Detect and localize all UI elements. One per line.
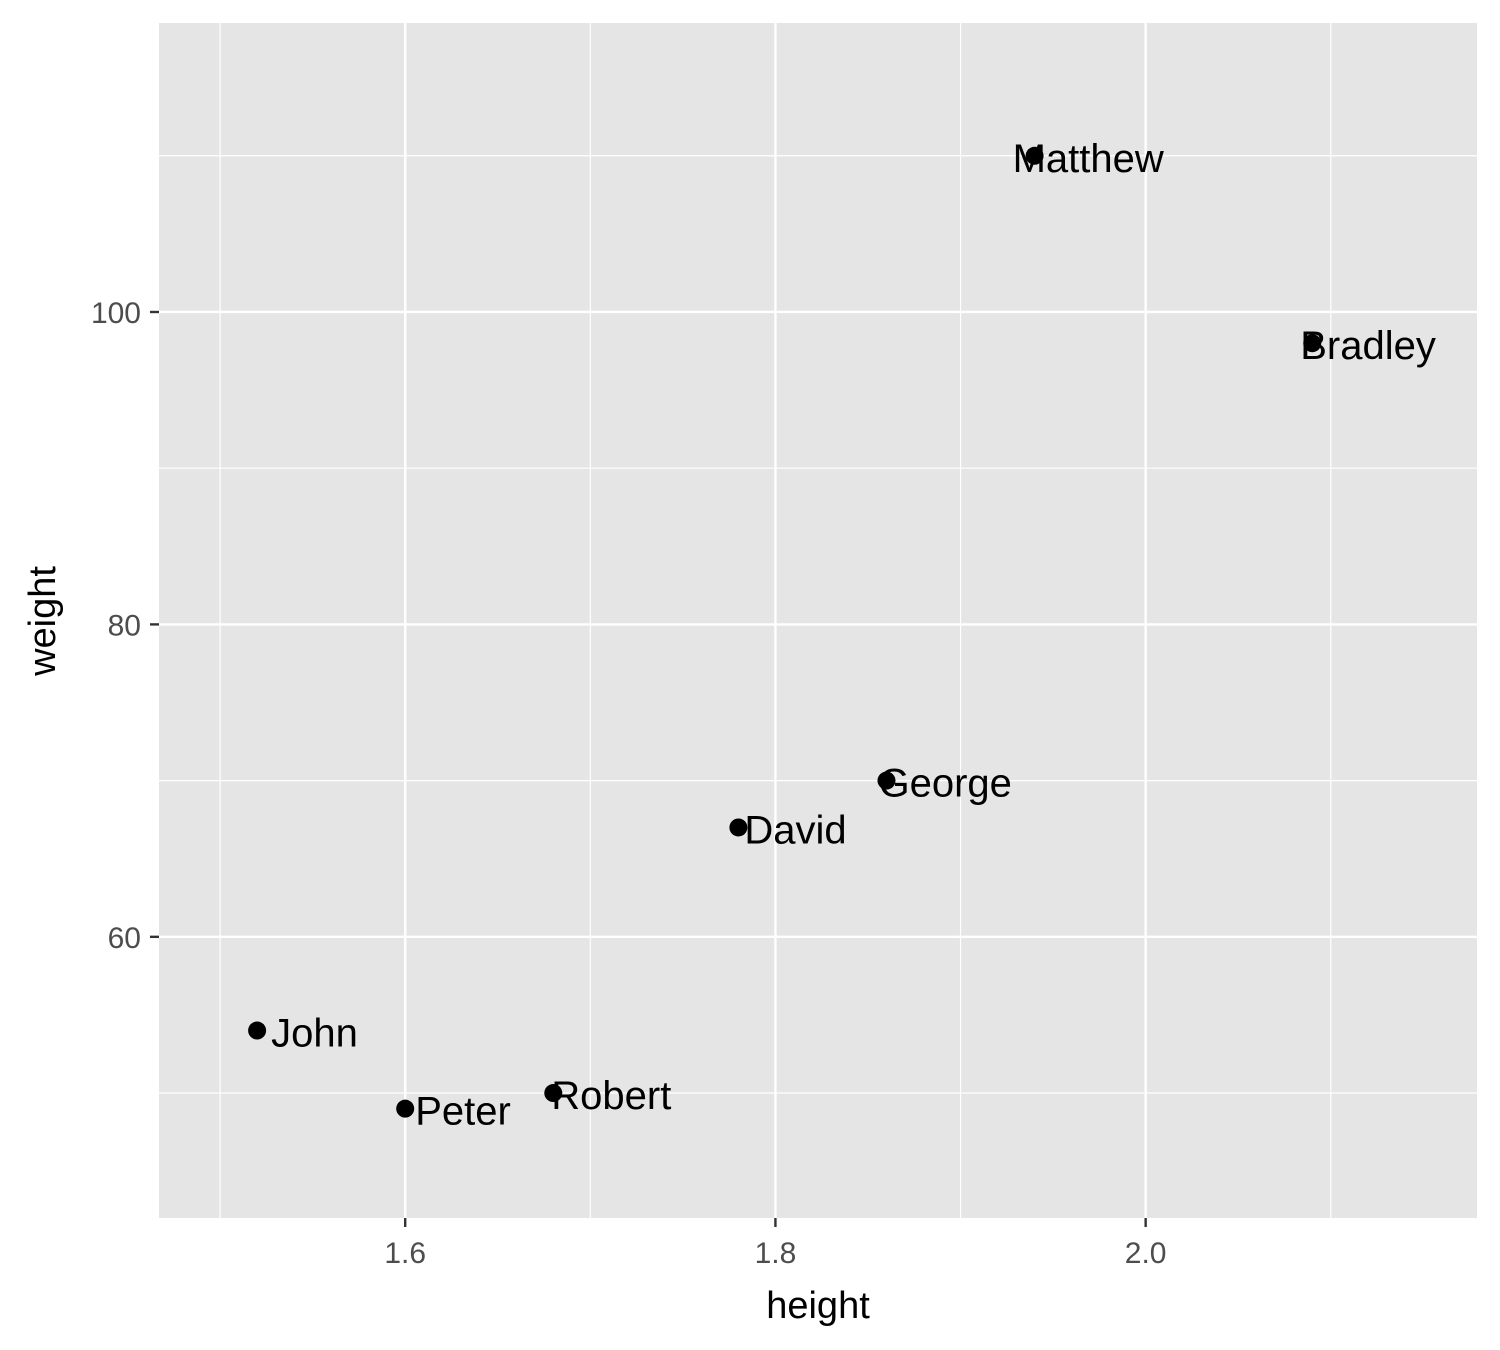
data-point bbox=[729, 818, 748, 837]
y-tick-label: 100 bbox=[91, 297, 141, 330]
x-tick-label: 1.6 bbox=[384, 1237, 426, 1270]
minor-grid bbox=[159, 23, 1477, 1218]
data-point bbox=[248, 1021, 267, 1040]
major-grid bbox=[159, 23, 1477, 1218]
x-axis: 1.6 1.8 2.0 bbox=[384, 1218, 1167, 1270]
data-point bbox=[1303, 334, 1322, 353]
data-point-label: John bbox=[271, 1012, 358, 1056]
data-point bbox=[877, 771, 896, 790]
data-point bbox=[1025, 146, 1044, 165]
data-point-label: Peter bbox=[415, 1090, 511, 1134]
data-point bbox=[544, 1084, 563, 1103]
data-point-label: Matthew bbox=[1013, 137, 1164, 181]
y-axis: 60 80 100 bbox=[91, 297, 159, 955]
y-tick-label: 60 bbox=[108, 922, 141, 955]
y-axis-title: weight bbox=[22, 566, 64, 677]
data-points bbox=[248, 146, 1322, 1118]
data-point-label: Bradley bbox=[1300, 324, 1436, 368]
x-axis-title: height bbox=[766, 1285, 870, 1327]
data-point-label: Robert bbox=[551, 1074, 671, 1118]
data-point-label: David bbox=[744, 808, 846, 852]
x-tick-label: 2.0 bbox=[1125, 1237, 1167, 1270]
plot-panel bbox=[159, 23, 1477, 1218]
data-point-label: George bbox=[878, 762, 1011, 806]
y-tick-label: 80 bbox=[108, 609, 141, 642]
data-point bbox=[396, 1099, 415, 1118]
point-labels: John Peter Robert David George Matthew Bradley bbox=[271, 137, 1436, 1134]
x-tick-label: 1.8 bbox=[755, 1237, 797, 1270]
